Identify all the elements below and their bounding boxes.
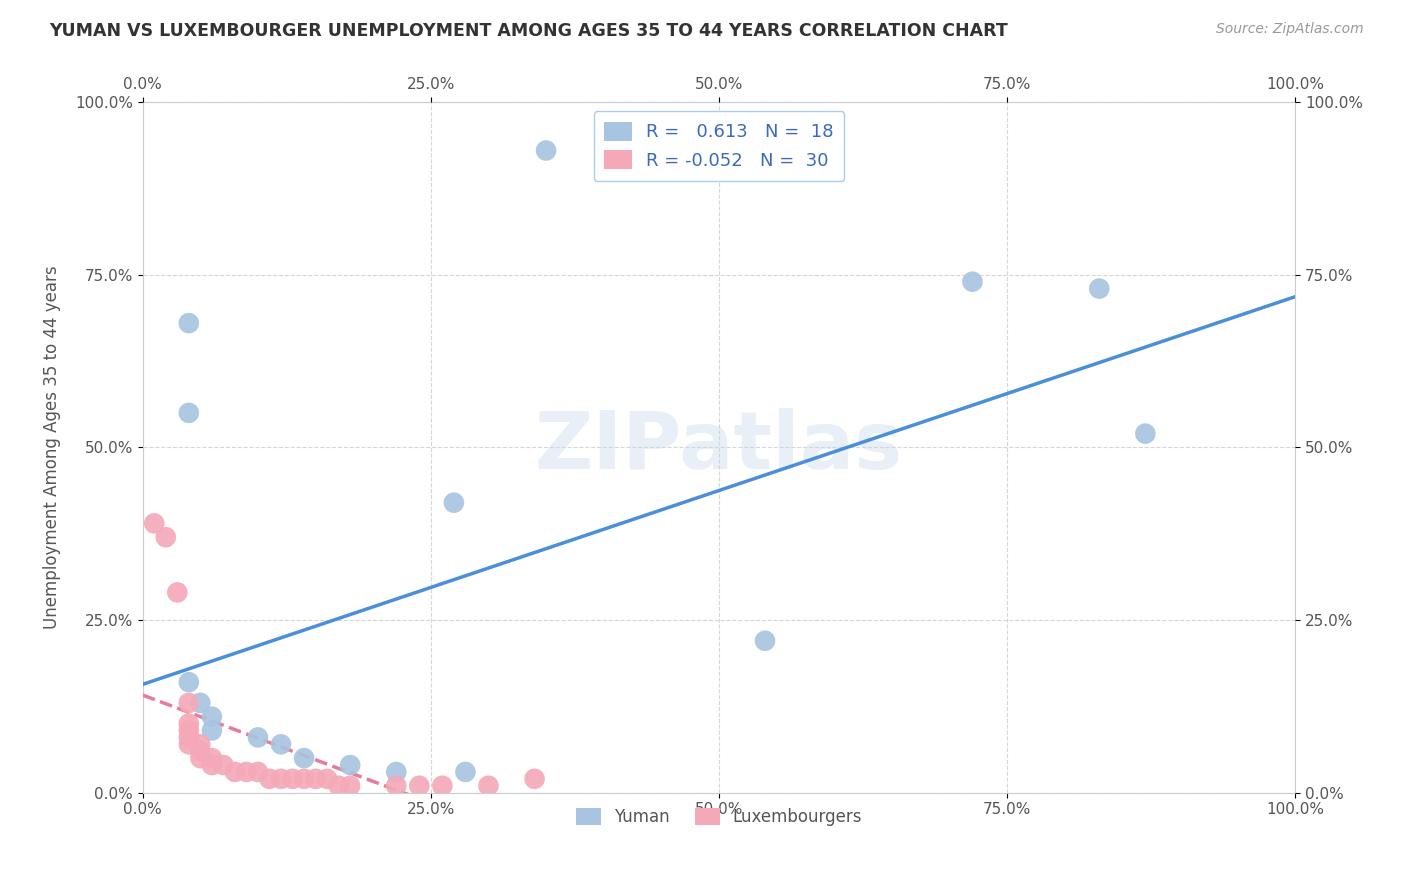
Point xyxy=(155,530,177,544)
Point xyxy=(281,772,304,786)
Point xyxy=(534,144,557,158)
Point xyxy=(339,758,361,772)
Point xyxy=(188,696,211,710)
Point xyxy=(408,779,430,793)
Point xyxy=(177,723,200,738)
Point xyxy=(385,764,408,779)
Point xyxy=(270,772,292,786)
Point xyxy=(454,764,477,779)
Text: ZIPatlas: ZIPatlas xyxy=(534,409,903,486)
Point xyxy=(443,496,465,510)
Point xyxy=(201,723,224,738)
Point xyxy=(432,779,454,793)
Point xyxy=(246,731,269,745)
Point xyxy=(1135,426,1157,441)
Point xyxy=(177,737,200,751)
Point xyxy=(201,758,224,772)
Point xyxy=(201,751,224,765)
Text: YUMAN VS LUXEMBOURGER UNEMPLOYMENT AMONG AGES 35 TO 44 YEARS CORRELATION CHART: YUMAN VS LUXEMBOURGER UNEMPLOYMENT AMONG… xyxy=(49,22,1008,40)
Point xyxy=(143,516,166,531)
Point xyxy=(328,779,350,793)
Text: Source: ZipAtlas.com: Source: ZipAtlas.com xyxy=(1216,22,1364,37)
Point xyxy=(246,764,269,779)
Point xyxy=(523,772,546,786)
Point xyxy=(201,709,224,723)
Point xyxy=(224,764,246,779)
Point xyxy=(962,275,984,289)
Point xyxy=(292,772,315,786)
Point xyxy=(270,737,292,751)
Point xyxy=(177,696,200,710)
Point xyxy=(177,716,200,731)
Point xyxy=(477,779,499,793)
Point xyxy=(177,731,200,745)
Point xyxy=(212,758,235,772)
Point xyxy=(166,585,188,599)
Y-axis label: Unemployment Among Ages 35 to 44 years: Unemployment Among Ages 35 to 44 years xyxy=(44,266,60,629)
Point xyxy=(304,772,326,786)
Point xyxy=(754,633,776,648)
Legend: Yuman, Luxembourgers: Yuman, Luxembourgers xyxy=(569,801,869,832)
Point xyxy=(188,751,211,765)
Point xyxy=(188,744,211,758)
Point xyxy=(177,406,200,420)
Point xyxy=(259,772,281,786)
Point xyxy=(292,751,315,765)
Point xyxy=(235,764,257,779)
Point xyxy=(188,737,211,751)
Point xyxy=(177,316,200,330)
Point xyxy=(177,675,200,690)
Point xyxy=(316,772,339,786)
Point xyxy=(1088,282,1111,296)
Point xyxy=(385,779,408,793)
Point xyxy=(339,779,361,793)
